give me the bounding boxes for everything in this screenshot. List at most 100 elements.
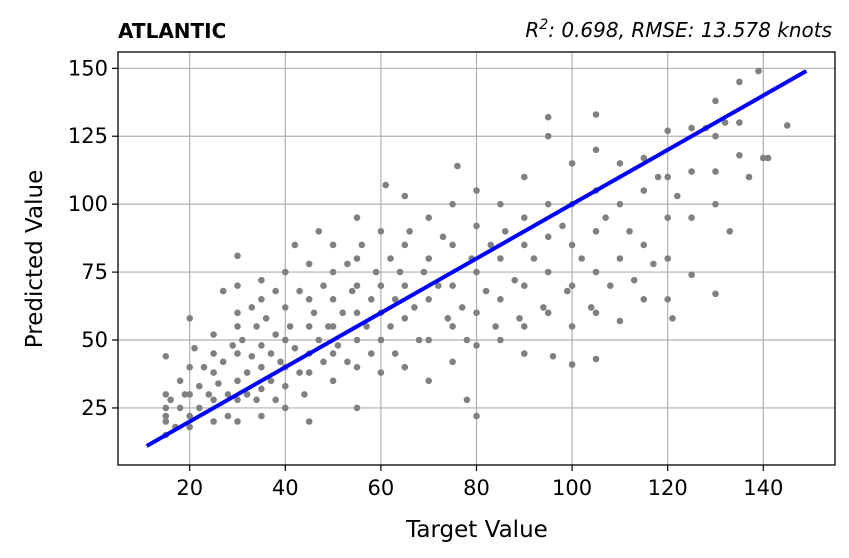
data-point — [387, 323, 394, 330]
data-point — [449, 358, 456, 366]
data-point — [162, 391, 170, 398]
data-point — [296, 287, 303, 295]
data-point — [521, 282, 528, 290]
data-point — [320, 358, 327, 366]
data-point — [224, 391, 232, 398]
data-point — [616, 317, 624, 325]
data-point — [420, 268, 428, 276]
data-point — [592, 355, 600, 363]
data-point — [344, 358, 351, 366]
data-point — [736, 78, 743, 86]
data-point — [382, 181, 390, 189]
data-point — [181, 391, 189, 398]
data-point — [568, 241, 576, 249]
data-point — [243, 369, 251, 376]
data-point — [353, 282, 361, 290]
x-tick-label: 60 — [368, 476, 395, 500]
data-point — [329, 241, 337, 249]
data-point — [712, 132, 719, 140]
data-point — [363, 323, 370, 330]
data-point — [258, 363, 265, 371]
data-point — [516, 315, 523, 322]
data-point — [454, 162, 461, 170]
data-point — [272, 331, 280, 338]
data-point — [368, 296, 375, 303]
data-point — [492, 323, 499, 330]
x-tick-label: 140 — [743, 476, 783, 500]
data-point — [544, 113, 552, 121]
data-point — [234, 396, 241, 404]
data-point — [234, 309, 241, 317]
y-tick-label: 125 — [68, 124, 108, 148]
data-point — [253, 396, 260, 404]
data-point — [210, 369, 217, 376]
data-point — [664, 127, 671, 135]
data-point — [568, 323, 576, 330]
x-tick-label: 120 — [648, 476, 688, 500]
data-point — [186, 412, 193, 420]
data-point — [755, 67, 762, 75]
data-point — [291, 241, 299, 249]
data-point — [348, 287, 356, 295]
data-point — [196, 404, 203, 412]
data-point — [688, 271, 695, 279]
data-point — [544, 200, 552, 208]
data-point — [353, 255, 361, 262]
data-point — [568, 160, 576, 167]
data-point — [258, 385, 265, 393]
y-tick-label: 100 — [68, 192, 108, 216]
data-point — [736, 119, 743, 126]
data-point — [401, 192, 409, 200]
data-point — [521, 323, 528, 330]
data-point — [282, 304, 289, 311]
data-point — [640, 187, 648, 194]
data-point — [473, 342, 480, 349]
data-point — [592, 146, 600, 154]
data-point — [267, 377, 275, 385]
data-point — [372, 268, 380, 276]
data-point — [191, 344, 198, 352]
data-point — [162, 412, 170, 420]
chart-title: ATLANTIC — [118, 19, 226, 43]
data-point — [258, 342, 265, 349]
data-point — [578, 255, 585, 262]
data-point — [305, 418, 313, 425]
data-point — [286, 323, 294, 330]
x-tick-label: 40 — [272, 476, 299, 500]
data-point — [358, 241, 366, 249]
data-point — [592, 268, 600, 276]
data-point — [721, 119, 729, 126]
data-point — [473, 187, 480, 194]
data-point — [401, 315, 409, 322]
y-tick-label: 50 — [81, 328, 108, 352]
data-point — [425, 296, 433, 303]
data-point — [688, 168, 695, 175]
data-point — [616, 200, 624, 208]
data-point — [544, 309, 552, 317]
data-point — [425, 336, 433, 344]
data-point — [473, 412, 480, 420]
data-point — [200, 363, 208, 371]
data-point — [650, 260, 657, 268]
data-point — [210, 331, 217, 338]
x-tick-label: 20 — [176, 476, 203, 500]
data-point — [473, 222, 480, 230]
regression-line — [145, 69, 808, 448]
data-point — [224, 412, 232, 420]
data-point — [463, 396, 471, 404]
data-point — [272, 396, 280, 404]
data-point — [377, 369, 385, 376]
data-point — [406, 228, 413, 235]
data-point — [353, 363, 361, 371]
data-point — [444, 315, 452, 322]
data-point — [282, 268, 289, 276]
data-point — [425, 255, 433, 262]
data-point — [473, 268, 480, 276]
data-point — [267, 350, 275, 357]
data-point — [205, 391, 213, 398]
data-point — [521, 173, 528, 181]
data-point — [339, 309, 347, 317]
x-tick-label: 100 — [552, 476, 592, 500]
data-point — [664, 296, 671, 303]
